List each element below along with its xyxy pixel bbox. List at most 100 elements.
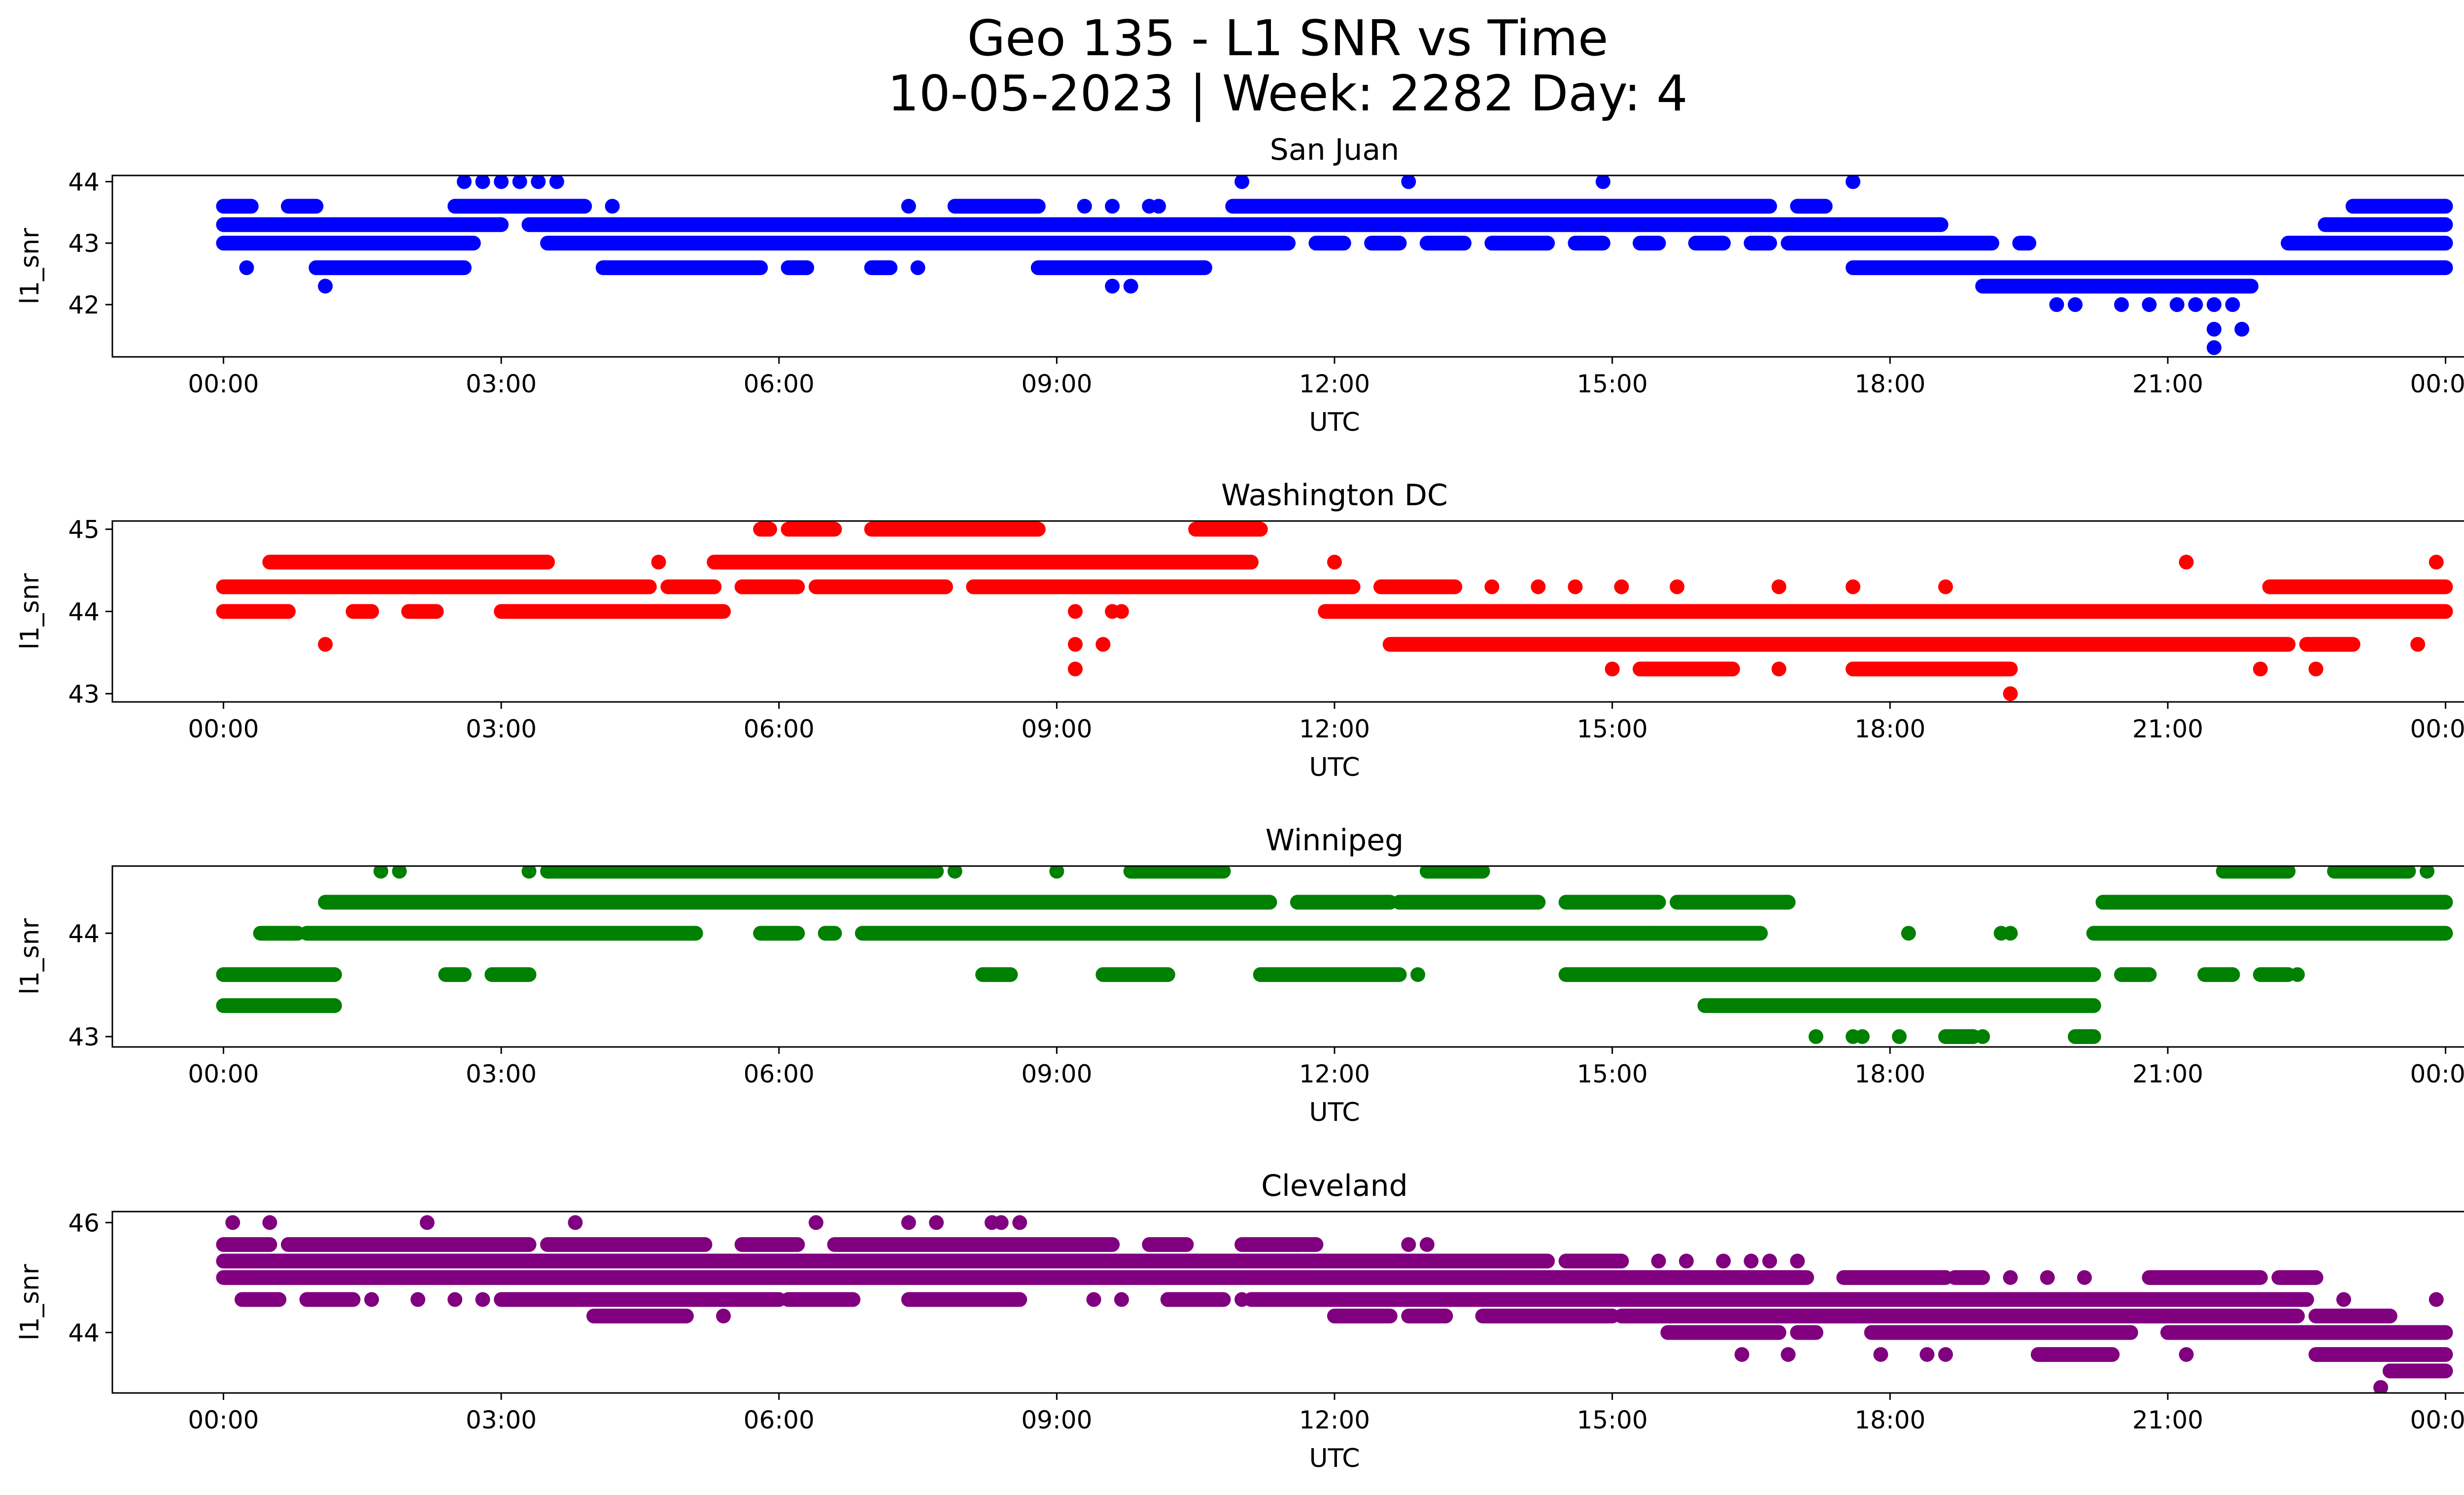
scatter-point (1854, 1029, 1870, 1044)
subplot-title: Cleveland (1261, 1169, 1407, 1203)
x-tick-label: 18:00 (1854, 1406, 1925, 1434)
x-tick-label: 12:00 (1299, 1406, 1370, 1434)
scatter-point (1012, 1215, 1027, 1230)
y-tick-label: 43 (68, 229, 100, 258)
x-tick-label: 12:00 (1299, 370, 1370, 398)
scatter-point (2299, 579, 2314, 594)
scatter-point (1846, 175, 1861, 189)
scatter-point (1049, 866, 1064, 879)
x-tick-label: 12:00 (1299, 1060, 1370, 1088)
x-tick-label: 00:00 (188, 1060, 259, 1088)
x-tick-label: 18:00 (1854, 370, 1925, 398)
scatter-point (1605, 661, 1620, 677)
scatter-point (1419, 1237, 1435, 1252)
y-axis-label: l1_snr (15, 573, 45, 650)
y-tick-label: 44 (68, 168, 100, 196)
scatter-point (901, 1215, 916, 1230)
scatter-point (2003, 926, 2018, 941)
scatter-point (947, 866, 962, 879)
scatter-point (1077, 199, 1092, 214)
scatter-point (1790, 1253, 1805, 1269)
scatter-point (447, 1292, 463, 1307)
x-tick-label: 15:00 (1577, 1406, 1648, 1434)
x-tick-label: 00:00 (2410, 1060, 2464, 1088)
x-tick-label: 00:00 (188, 715, 259, 743)
scatter-point (1114, 1292, 1129, 1307)
x-tick-label: 15:00 (1577, 1060, 1648, 1088)
scatter-point (512, 175, 527, 189)
scatter-point (1734, 1347, 1749, 1362)
scatter-point (2308, 661, 2324, 677)
subplot-3: Cleveland 00:00 03:00 06:00 09:00 12:00 15:00 1… (15, 1169, 2464, 1473)
scatter-point (521, 866, 537, 879)
figure-title-line-1: Geo 135 - L1 SNR vs Time (967, 9, 1608, 67)
scatter-point (1114, 604, 1129, 619)
scatter-point (1901, 926, 1916, 941)
scatter-point (1651, 1253, 1666, 1269)
scatter-point (2169, 297, 2185, 312)
y-tick-label: 44 (68, 919, 100, 948)
scatter-point (411, 1292, 425, 1307)
scatter-point (2049, 297, 2064, 312)
scatter-point (1716, 1253, 1731, 1269)
x-tick-label: 03:00 (466, 715, 537, 743)
scatter-point (373, 866, 388, 879)
x-tick-label: 06:00 (744, 1406, 815, 1434)
scatter-point (929, 1215, 944, 1230)
y-tick-label: 45 (68, 516, 100, 544)
scatter-point (2003, 1270, 2018, 1285)
y-tick-label: 44 (68, 1319, 100, 1347)
scatter-point (1484, 579, 1500, 594)
scatter-point (262, 1215, 277, 1230)
scatter-point (1670, 579, 1685, 594)
x-tick-label: 21:00 (2132, 1060, 2203, 1088)
scatter-series (216, 522, 2453, 701)
scatter-point (549, 175, 564, 189)
x-tick-label: 21:00 (2132, 1406, 2203, 1434)
scatter-point (2114, 297, 2129, 312)
scatter-point (1873, 1347, 1888, 1362)
x-tick-label: 00:00 (2410, 715, 2464, 743)
scatter-point (910, 260, 925, 276)
scatter-point (1568, 579, 1583, 594)
scatter-series (216, 1215, 2453, 1393)
subplot-1: Washington DC 00:00 03:00 06:00 09:00 12:00 15… (15, 478, 2464, 782)
y-axis-label: l1_snr (15, 1264, 45, 1341)
scatter-point (1262, 1237, 1277, 1252)
x-tick-label: 03:00 (466, 1060, 537, 1088)
subplot-0: San Juan 00:00 03:00 06:00 09:00 12:00 15:00 18… (15, 133, 2464, 437)
scatter-point (1614, 579, 1629, 594)
scatter-point (808, 1215, 823, 1230)
x-tick-label: 15:00 (1577, 370, 1648, 398)
scatter-point (2234, 321, 2250, 337)
x-tick-label: 15:00 (1577, 715, 1648, 743)
scatter-point (1067, 604, 1083, 619)
scatter-point (2373, 1380, 2389, 1393)
subplot-title: Winnipeg (1266, 823, 1404, 858)
scatter-point (1105, 199, 1120, 214)
x-tick-label: 21:00 (2132, 715, 2203, 743)
scatter-point (993, 1215, 1009, 1230)
subplot-title: Washington DC (1221, 478, 1448, 513)
scatter-point (2429, 555, 2444, 570)
scatter-point (2188, 297, 2203, 312)
x-tick-label: 09:00 (1021, 715, 1092, 743)
scatter-point (1771, 661, 1786, 677)
scatter-point (1234, 1292, 1250, 1307)
scatter-point (531, 175, 546, 189)
x-tick-label: 00:00 (188, 370, 259, 398)
scatter-point (318, 278, 333, 294)
scatter-point (2142, 297, 2157, 312)
scatter-point (1919, 1347, 1935, 1362)
x-axis-label: UTC (1309, 1098, 1360, 1127)
scatter-point (716, 1308, 731, 1323)
y-tick-label: 42 (68, 291, 100, 319)
scatter-point (2179, 555, 2194, 570)
scatter-point (1243, 1237, 1259, 1252)
scatter-point (1160, 1292, 1175, 1307)
scatter-point (1067, 661, 1083, 677)
x-tick-label: 00:00 (2410, 1406, 2464, 1434)
scatter-point (1086, 1292, 1101, 1307)
x-tick-label: 09:00 (1021, 1406, 1092, 1434)
x-tick-label: 09:00 (1021, 370, 1092, 398)
